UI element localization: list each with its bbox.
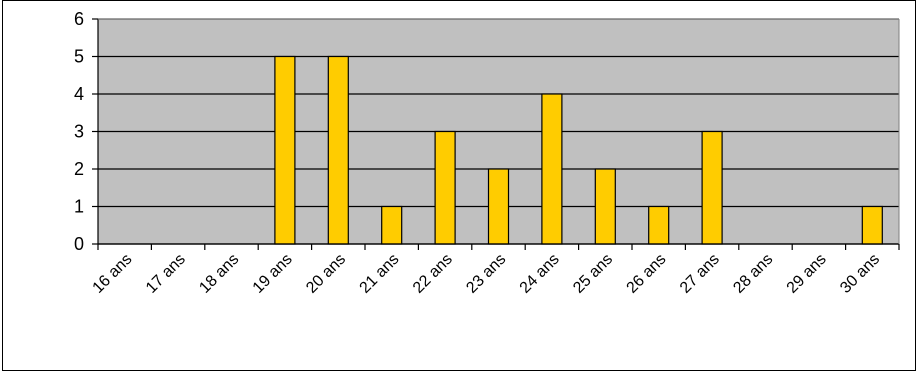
- x-tick-label: 29 ans: [784, 251, 830, 297]
- y-tick-labels: 0 1 2 3 4 5 6: [74, 9, 98, 254]
- bar-25-ans: [594, 168, 616, 245]
- x-tick-label: 24 ans: [517, 251, 563, 297]
- x-tick-label: 21 ans: [357, 251, 403, 297]
- bar-27-ans: [701, 130, 723, 245]
- bar-19-ans: [274, 55, 296, 245]
- x-tick-label: 26 ans: [624, 251, 670, 297]
- bar-24-ans: [541, 93, 563, 245]
- x-tick-labels: 16 ans 17 ans 18 ans 19 ans 20 ans 21 ans 22 a…: [90, 244, 900, 297]
- bar-22-ans: [434, 130, 456, 245]
- x-tick-label: 30 ans: [837, 251, 883, 297]
- x-tick-label: 20 ans: [303, 251, 349, 297]
- x-tick-label: 23 ans: [463, 251, 509, 297]
- y-tick-label: 6: [74, 9, 84, 29]
- bar-20-ans: [327, 55, 349, 245]
- x-tick-label: 17 ans: [143, 251, 189, 297]
- bar-23-ans: [487, 168, 510, 245]
- y-tick-label: 4: [74, 84, 84, 104]
- x-tick-label: 27 ans: [677, 251, 723, 297]
- bar-30-ans: [861, 205, 883, 245]
- x-tick-label: 28 ans: [730, 251, 776, 297]
- y-tick-label: 1: [74, 197, 84, 217]
- y-tick-label: 2: [74, 159, 84, 179]
- bar-26-ans: [648, 205, 670, 245]
- x-tick-label: 25 ans: [570, 251, 616, 297]
- x-tick-label: 16 ans: [90, 251, 136, 297]
- x-tick-label: 18 ans: [196, 251, 242, 297]
- y-tick-label: 5: [74, 47, 84, 67]
- x-tick-label: 22 ans: [410, 251, 456, 297]
- y-tick-label: 3: [74, 122, 84, 142]
- y-tick-label: 0: [74, 234, 84, 254]
- bars: [274, 55, 883, 245]
- bar-21-ans: [381, 205, 403, 245]
- x-tick-label: 19 ans: [250, 251, 296, 297]
